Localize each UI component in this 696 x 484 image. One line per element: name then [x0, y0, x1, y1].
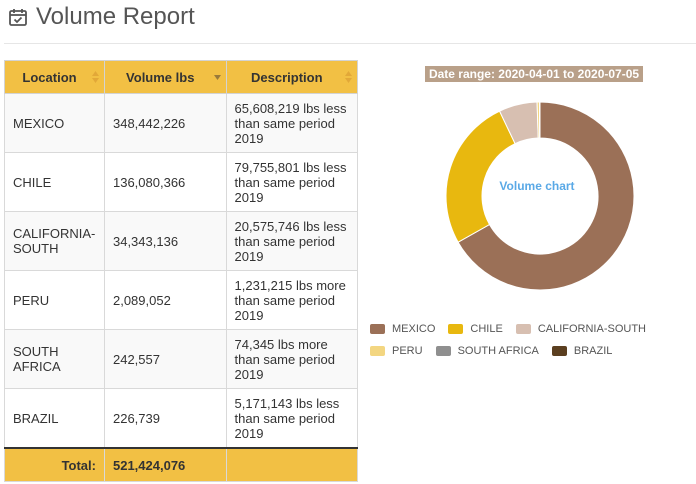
- legend-label: SOUTH AFRICA: [457, 345, 539, 357]
- cell-location: BRAZIL: [4, 388, 105, 449]
- legend-item-california-south[interactable]: CALIFORNIA-SOUTH: [515, 318, 646, 340]
- legend-swatch: [370, 346, 385, 356]
- legend-label: CALIFORNIA-SOUTH: [537, 323, 646, 335]
- total-label: Total:: [4, 447, 105, 482]
- column-header-volume[interactable]: Volume lbs: [103, 60, 227, 94]
- volume-table: Location Volume lbs Description MEXICO 3…: [4, 60, 359, 482]
- table-row: MEXICO 348,442,226 65,608,219 lbs less t…: [4, 93, 359, 153]
- cell-volume: 242,557: [103, 329, 227, 389]
- legend-item-south-africa[interactable]: SOUTH AFRICA: [435, 340, 539, 362]
- legend-label: CHILE: [470, 323, 503, 335]
- date-range-label: Date range: 2020-04-01 to 2020-07-05: [425, 66, 643, 82]
- donut-slice-chile[interactable]: [445, 110, 516, 243]
- table-row: SOUTH AFRICA 242,557 74,345 lbs more tha…: [4, 329, 359, 389]
- page-header: Volume Report: [8, 2, 195, 32]
- legend-item-mexico[interactable]: MEXICO: [370, 318, 435, 340]
- sort-icon: [345, 71, 352, 83]
- table-row: CHILE 136,080,366 79,755,801 lbs less th…: [4, 152, 359, 212]
- legend-label: BRAZIL: [573, 345, 613, 357]
- chart-legend: MEXICO CHILE CALIFORNIA-SOUTH PERU SOUTH AFR…: [370, 318, 696, 362]
- legend-item-brazil[interactable]: BRAZIL: [551, 340, 613, 362]
- legend-swatch: [515, 324, 531, 334]
- column-header-location[interactable]: Location: [4, 60, 105, 94]
- legend-label: MEXICO: [392, 323, 436, 335]
- sort-desc-icon: [213, 75, 221, 80]
- cell-location: PERU: [4, 270, 105, 330]
- cell-volume: 34,343,136: [103, 211, 227, 271]
- total-description: [225, 447, 359, 482]
- table-row: CALIFORNIA-SOUTH 34,343,136 20,575,746 l…: [4, 211, 359, 271]
- total-volume: 521,424,076: [103, 447, 227, 482]
- legend-label: PERU: [392, 345, 423, 357]
- header-divider: [4, 43, 696, 44]
- legend-swatch: [435, 346, 451, 356]
- legend-swatch: [370, 324, 385, 334]
- legend-swatch: [448, 324, 464, 334]
- cell-description: 20,575,746 lbs less than same period 201…: [225, 211, 359, 271]
- table-row: BRAZIL 226,739 5,171,143 lbs less than s…: [4, 388, 359, 449]
- donut-slice-mexico[interactable]: [457, 101, 635, 291]
- cell-volume: 348,442,226: [103, 93, 227, 153]
- chart-center-label: Volume chart: [499, 179, 575, 193]
- legend-swatch: [551, 346, 567, 356]
- cell-description: 74,345 lbs more than same period 2019: [225, 329, 359, 389]
- sort-icon: [91, 71, 99, 83]
- cell-volume: 226,739: [103, 388, 227, 449]
- cell-location: MEXICO: [4, 93, 105, 153]
- cell-location: SOUTH AFRICA: [4, 329, 105, 389]
- cell-volume: 2,089,052: [103, 270, 227, 330]
- legend-item-peru[interactable]: PERU: [370, 340, 423, 362]
- cell-description: 79,755,801 lbs less than same period 201…: [225, 152, 359, 212]
- cell-volume: 136,080,366: [103, 152, 227, 212]
- cell-description: 1,231,215 lbs more than same period 2019: [225, 270, 359, 330]
- cell-location: CALIFORNIA-SOUTH: [4, 211, 105, 271]
- page-title: Volume Report: [36, 3, 195, 30]
- total-row: Total: 521,424,076: [4, 447, 359, 482]
- cell-description: 5,171,143 lbs less than same period 2019: [225, 388, 359, 449]
- volume-donut-chart: [445, 101, 635, 291]
- column-header-description[interactable]: Description: [225, 60, 359, 94]
- legend-item-chile[interactable]: CHILE: [448, 318, 503, 340]
- cell-location: CHILE: [4, 152, 105, 212]
- cell-description: 65,608,219 lbs less than same period 201…: [225, 93, 359, 153]
- table-row: PERU 2,089,052 1,231,215 lbs more than s…: [4, 270, 359, 330]
- calendar-check-icon: [9, 9, 27, 26]
